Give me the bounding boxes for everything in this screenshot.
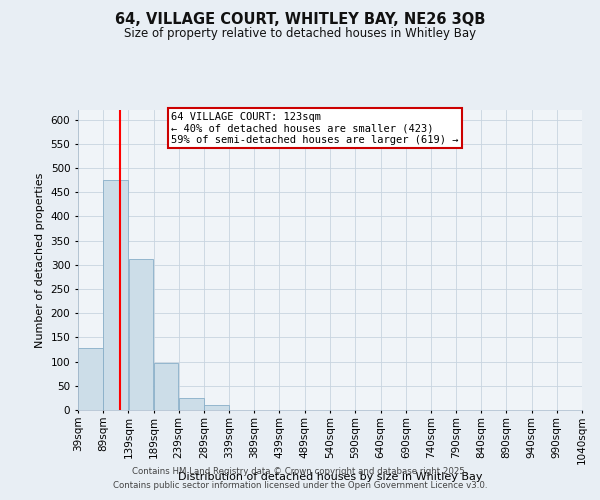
Text: 64, VILLAGE COURT, WHITLEY BAY, NE26 3QB: 64, VILLAGE COURT, WHITLEY BAY, NE26 3QB [115, 12, 485, 28]
Text: Contains public sector information licensed under the Open Government Licence v3: Contains public sector information licen… [113, 481, 487, 490]
Text: Size of property relative to detached houses in Whitley Bay: Size of property relative to detached ho… [124, 28, 476, 40]
Bar [78, 348, 103, 410]
Bar [103, 180, 128, 410]
Bar [179, 398, 203, 410]
Bar [154, 363, 178, 410]
X-axis label: Distribution of detached houses by size in Whitley Bay: Distribution of detached houses by size … [178, 472, 482, 482]
Text: Contains HM Land Registry data © Crown copyright and database right 2025.: Contains HM Land Registry data © Crown c… [132, 467, 468, 476]
Y-axis label: Number of detached properties: Number of detached properties [35, 172, 45, 348]
Bar [128, 258, 153, 410]
Bar [204, 405, 229, 410]
Text: 64 VILLAGE COURT: 123sqm
← 40% of detached houses are smaller (423)
59% of semi-: 64 VILLAGE COURT: 123sqm ← 40% of detach… [171, 112, 459, 144]
